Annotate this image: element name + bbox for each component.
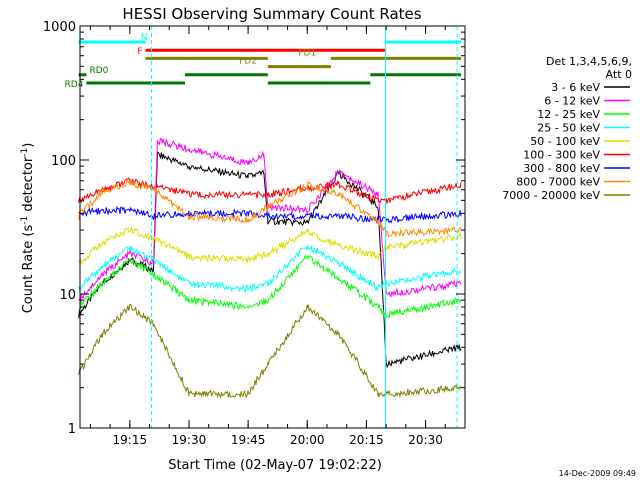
legend-label-8: 800 - 7000 keV xyxy=(516,176,600,189)
x-tick-label-6: 20:30 xyxy=(408,433,443,447)
mode-change-lines xyxy=(79,26,458,428)
series-line-2 xyxy=(78,137,462,303)
legend-label-2: 6 - 12 keV xyxy=(544,95,600,108)
legend-label-4: 25 - 50 keV xyxy=(537,122,600,135)
y-label-end: ) xyxy=(21,143,36,148)
y-axis: 1 10 100 1000 xyxy=(43,20,465,437)
flag-label-rd4: RD4 xyxy=(65,80,84,90)
series-line-4 xyxy=(78,244,462,293)
legend-header-line-2: Att 0 xyxy=(606,68,632,81)
series-line-9 xyxy=(78,303,462,399)
plot-frame xyxy=(79,25,466,429)
series-line-5 xyxy=(78,225,462,265)
x-tick-label-4: 20:00 xyxy=(290,433,325,447)
y-label-main: Count Rate (s xyxy=(21,225,36,314)
y-tick-label-2: 10 xyxy=(59,288,76,303)
x-axis: 19:15 19:30 19:45 20:00 20:15 20:30 xyxy=(89,26,466,447)
flag-label-n: N xyxy=(141,33,148,43)
legend-label-6: 100 - 300 keV xyxy=(523,149,600,162)
observing-flags: NF FD1 FD2 RD0 RD4 xyxy=(65,33,462,90)
x-tick-label-5: 20:15 xyxy=(349,433,384,447)
y-axis-label: Count Rate (s-1 detector-1) xyxy=(20,143,36,314)
y-tick-label-3: 100 xyxy=(51,154,76,169)
series-line-7 xyxy=(78,205,462,224)
x-tick-label-1: 19:15 xyxy=(113,433,148,447)
flag-label-f: F xyxy=(137,47,142,57)
y-tick-label-4: 1000 xyxy=(43,20,76,35)
footer-date: 14-Dec-2009 09:49 xyxy=(559,469,636,478)
x-axis-label: Start Time (02-May-07 19:02:22) xyxy=(168,458,382,473)
legend-label-9: 7000 - 20000 keV xyxy=(502,189,600,202)
x-tick-label-2: 19:30 xyxy=(172,433,207,447)
series-line-1 xyxy=(78,151,462,369)
x-tick-label-3: 19:45 xyxy=(231,433,266,447)
legend-label-3: 12 - 25 keV xyxy=(537,108,600,121)
series-line-6 xyxy=(78,177,462,204)
flag-label-fd1: FD1 xyxy=(298,48,316,58)
series-line-8 xyxy=(78,178,462,238)
y-tick-label-1: 1 xyxy=(68,422,76,437)
chart-title: HESSI Observing Summary Count Rates xyxy=(122,5,421,23)
y-label-exp-1: -1 xyxy=(20,216,30,225)
plot-area xyxy=(78,137,462,399)
series-line-3 xyxy=(78,254,462,319)
y-label-exp-2: -1 xyxy=(20,148,30,157)
y-label-mid: detector xyxy=(21,156,36,216)
legend-header-line-1: Det 1,3,4,5,6,9, xyxy=(546,55,632,68)
legend-label-1: 3 - 6 keV xyxy=(551,81,600,94)
legend-label-5: 50 - 100 keV xyxy=(530,135,600,148)
flag-label-fd2: FD2 xyxy=(239,57,257,67)
flag-label-rd0: RD0 xyxy=(89,66,108,76)
legend-label-7: 300 - 800 keV xyxy=(523,162,600,175)
